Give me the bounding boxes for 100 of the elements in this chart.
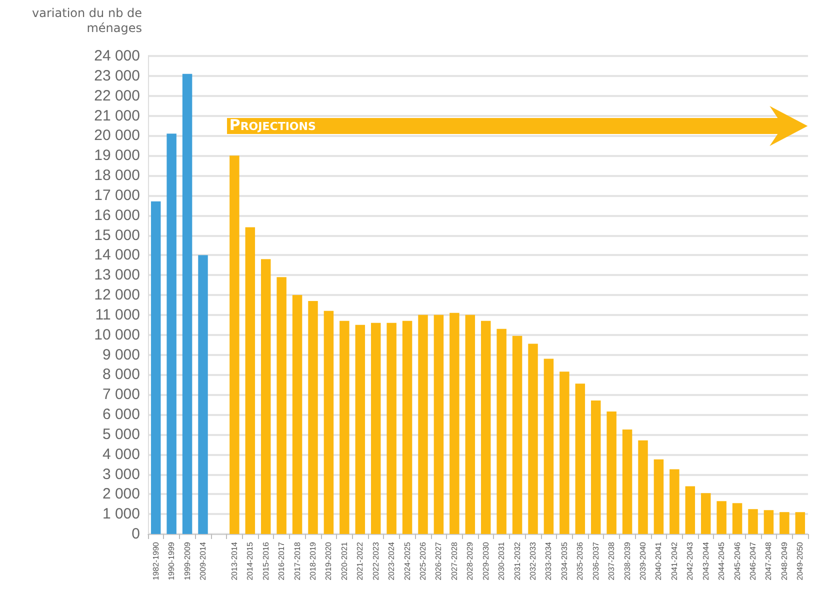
y-tick-label: 20 000: [94, 127, 140, 144]
x-tick-label: 2042-2043: [686, 541, 695, 580]
x-tick-label: 2039-2040: [638, 541, 648, 580]
y-tick-label: 18 000: [94, 167, 140, 184]
x-tick-label: 2024-2025: [402, 541, 412, 580]
y-tick-label: 0: [132, 526, 140, 542]
x-tick-label: 2027-2028: [450, 541, 459, 580]
y-tick-label: 24 000: [94, 48, 140, 64]
bar: [182, 74, 192, 534]
x-tick-label: 2044-2045: [717, 541, 726, 580]
bar: [450, 312, 460, 534]
y-tick-label: 3 000: [102, 466, 140, 483]
x-tick-label: 2041-2042: [670, 541, 679, 580]
y-tick-label: 23 000: [94, 67, 140, 84]
x-tick-label: 2031-2032: [512, 541, 522, 580]
x-tick-label: 2018-2019: [308, 541, 318, 580]
x-tick-label: 1982-1990: [151, 541, 160, 580]
bar: [292, 295, 302, 534]
bar: [480, 320, 491, 534]
y-tick-label: 22 000: [94, 87, 140, 104]
x-tick-label: 2048-2049: [780, 541, 789, 580]
x-tick-label: 2033-2034: [544, 541, 554, 580]
bar: [716, 501, 726, 534]
x-tick-label: 1990-1999: [167, 541, 176, 580]
bar: [386, 322, 396, 534]
x-tick-label: 2034-2035: [560, 541, 569, 580]
x-tick-label: 2014-2015: [246, 541, 255, 580]
x-tick-label: 2049-2050: [796, 541, 805, 580]
x-tick-label: 2026-2027: [434, 541, 444, 580]
bar: [780, 512, 790, 534]
x-tick-label: 2028-2029: [466, 541, 475, 580]
y-axis-title: variation du nb de ménages: [31, 6, 142, 36]
y-tick-label: 17 000: [94, 186, 140, 204]
y-tick-label: 2 000: [102, 486, 140, 503]
bar: [150, 201, 161, 534]
bar: [245, 227, 256, 534]
y-tick-label: 11 000: [95, 306, 140, 324]
y-tick-label: 4 000: [102, 446, 140, 463]
x-tick-label: 2032-2033: [528, 541, 538, 580]
bar: [465, 314, 476, 534]
bar: [606, 412, 616, 534]
y-tick-label: 7 000: [102, 386, 140, 404]
x-tick-label: 2021-2022: [356, 541, 365, 580]
y-tick-label: 21 000: [94, 107, 140, 124]
x-tick-label: 2047-2048: [764, 541, 774, 580]
bar: [166, 134, 176, 534]
bar: [198, 255, 208, 534]
x-tick-label: 2017-2018: [292, 541, 302, 580]
y-tick-label: 9 000: [102, 346, 140, 364]
bar: [496, 328, 506, 534]
x-tick-label: 2040-2041: [654, 541, 664, 580]
bar: [590, 400, 601, 534]
y-tick-label: 14 000: [94, 246, 140, 264]
y-tick-label: 19 000: [94, 147, 140, 164]
x-tick-label: 2019-2020: [324, 541, 334, 580]
bar: [748, 509, 758, 534]
bar: [434, 314, 444, 534]
y-tick-label: 6 000: [102, 406, 140, 423]
bar: [685, 486, 696, 534]
y-tick-label: 1 000: [102, 506, 140, 523]
y-tick-label: 16 000: [94, 206, 140, 224]
x-tick-label: 2038-2039: [622, 541, 632, 580]
bar: [308, 300, 318, 534]
bar: [575, 384, 586, 534]
x-tick-label: 2045-2046: [732, 541, 742, 580]
bar: [560, 372, 570, 534]
y-tick-label: 8 000: [102, 366, 140, 384]
bar: [732, 503, 742, 534]
x-tick-label: 2035-2036: [576, 541, 585, 580]
annotation: Projections: [229, 116, 316, 134]
bar: [230, 156, 240, 534]
x-tick-label: 2016-2017: [277, 541, 286, 580]
x-tick-label: 2023-2024: [387, 541, 396, 580]
x-tick-label: 2029-2030: [481, 541, 490, 580]
bar: [764, 510, 774, 534]
bar: [512, 336, 522, 534]
bar: [654, 459, 664, 534]
y-tick-label: 10 000: [94, 326, 140, 344]
bar: [418, 314, 428, 534]
bar: [638, 440, 648, 534]
bar: [276, 277, 286, 534]
x-tick-label: 2025-2026: [418, 541, 428, 580]
x-tick-label: 1999-2009: [182, 541, 192, 580]
bar: [324, 310, 334, 534]
x-tick-label: 2036-2037: [591, 541, 600, 580]
bar: [700, 493, 711, 534]
bar: [355, 324, 366, 534]
x-tick-label: 2043-2044: [701, 541, 710, 580]
bar: [260, 259, 271, 534]
x-tick-label: 2030-2031: [497, 541, 506, 580]
y-tick-label: 15 000: [94, 226, 140, 244]
bar: [528, 344, 538, 534]
bar: [370, 322, 381, 534]
x-tick-label: 2009-2014: [198, 541, 208, 580]
x-tick-label: 2015-2016: [261, 541, 270, 580]
y-tick-label: 12 000: [94, 286, 140, 304]
x-tick-label: 2013-2014: [230, 541, 239, 580]
bar: [402, 320, 412, 534]
bar: [340, 320, 350, 534]
bar: [544, 358, 554, 534]
